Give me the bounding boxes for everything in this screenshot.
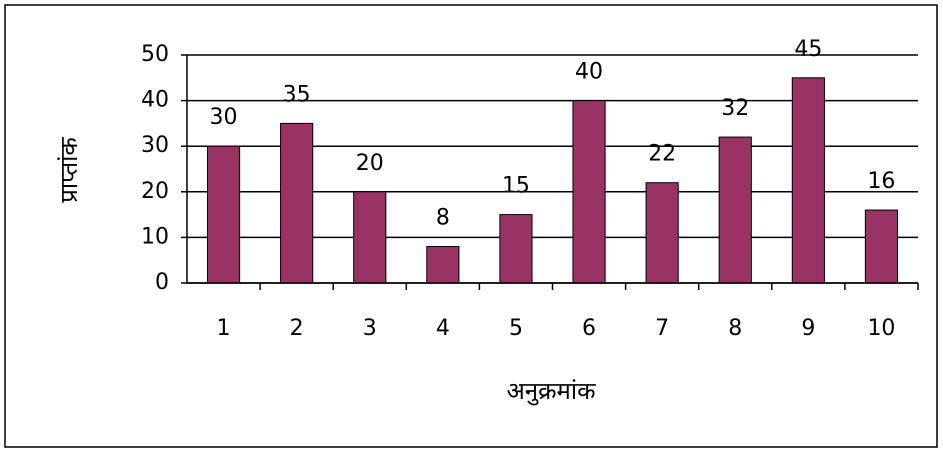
data-label: 40 — [575, 60, 603, 85]
y-tick-label: 10 — [141, 224, 169, 249]
x-tick-label: 1 — [217, 316, 231, 341]
bar — [645, 182, 679, 284]
data-label: 32 — [721, 96, 749, 121]
chart-frame — [4, 4, 938, 448]
bar — [572, 100, 606, 284]
data-label: 16 — [867, 169, 895, 194]
bar — [499, 214, 533, 284]
y-tick-label: 50 — [141, 42, 169, 67]
x-tick-label: 8 — [728, 316, 742, 341]
y-tick-label: 20 — [141, 179, 169, 204]
x-tick-label: 2 — [290, 316, 304, 341]
x-tick-label: 10 — [867, 316, 895, 341]
data-label: 20 — [356, 151, 384, 176]
x-tick-label: 9 — [801, 316, 815, 341]
x-tick-label: 7 — [655, 316, 669, 341]
bar — [718, 136, 752, 284]
y-axis-title: प्राप्तांक — [55, 137, 83, 203]
y-tick-label: 30 — [141, 133, 169, 158]
bar — [864, 209, 899, 284]
y-tick-label: 40 — [141, 88, 169, 113]
bar — [353, 191, 387, 284]
bar — [206, 145, 241, 284]
x-tick-label: 3 — [363, 316, 377, 341]
x-tick-label: 6 — [582, 316, 596, 341]
data-label: 8 — [436, 206, 450, 231]
bar — [280, 122, 314, 284]
x-tick-label: 4 — [436, 316, 450, 341]
data-label: 30 — [210, 105, 238, 130]
data-label: 45 — [794, 37, 822, 62]
x-tick-label: 5 — [509, 316, 523, 341]
x-axis-title: अनुक्रमांक — [506, 377, 596, 406]
data-label: 15 — [502, 174, 530, 199]
data-label: 35 — [283, 82, 311, 107]
data-label: 22 — [648, 142, 676, 167]
bar — [426, 246, 460, 284]
bar — [791, 77, 825, 284]
y-tick-label: 0 — [155, 270, 169, 295]
